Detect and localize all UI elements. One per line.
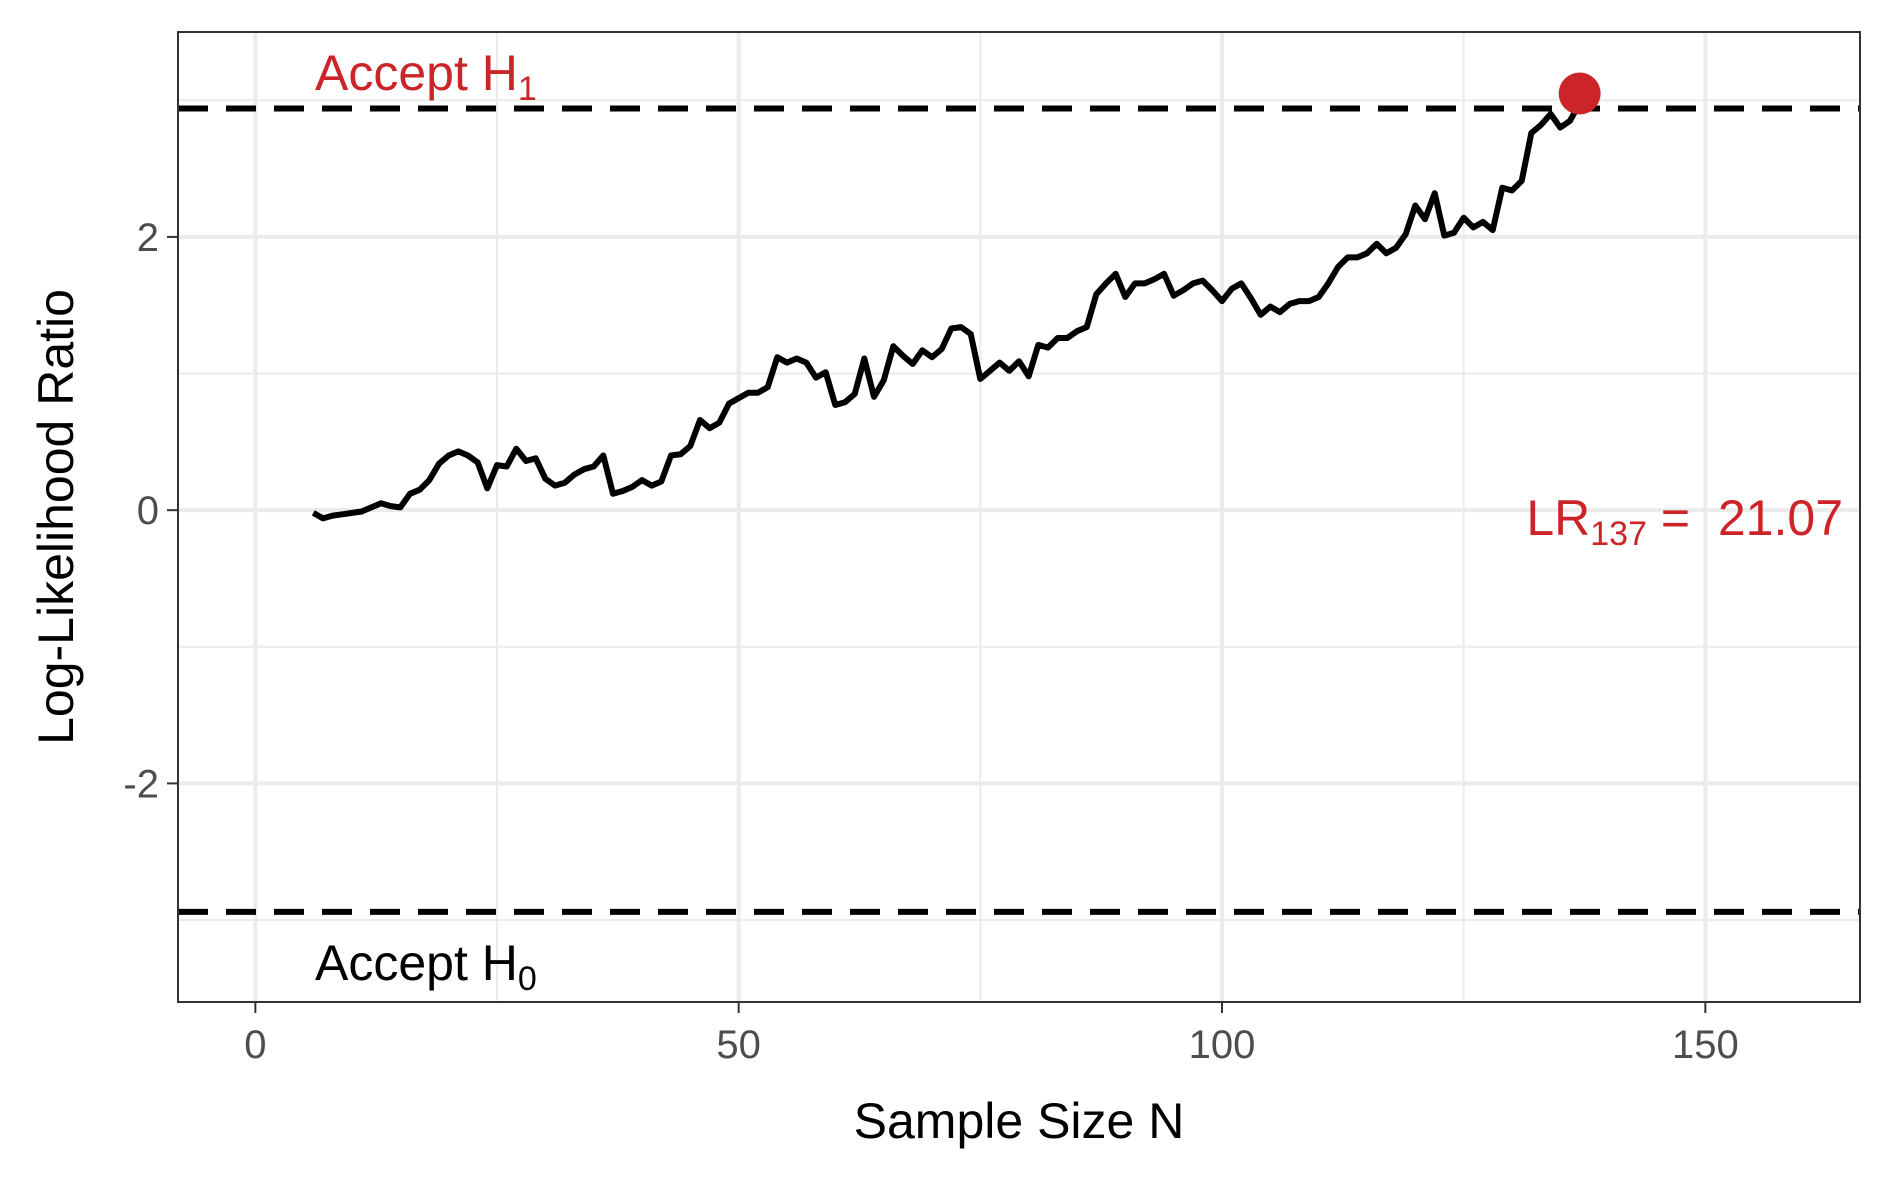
accept-h0-main: Accept H [315, 935, 518, 991]
stop-point [1558, 72, 1601, 115]
accept-h1-main: Accept H [315, 45, 518, 101]
lr-sub: 137 [1590, 515, 1647, 553]
y-tick-label: 2 [137, 216, 159, 260]
x-axis-title: Sample Size N [854, 1093, 1185, 1149]
lr-main: LR [1526, 490, 1590, 546]
x-axis-ticks: 0 50 100 150 [244, 1002, 1739, 1067]
accept-h0-sub: 0 [518, 960, 537, 998]
lr-annotation: LR137 = 21.07 [1526, 490, 1843, 553]
y-axis-ticks: -2 0 2 [123, 216, 178, 806]
llr-series-line [311, 101, 1583, 522]
series-layer [311, 101, 1583, 522]
x-tick-label: 0 [244, 1023, 266, 1067]
point-layer [1558, 72, 1601, 115]
lr-value: = 21.07 [1647, 490, 1843, 546]
plot-border [177, 31, 1861, 1003]
plot-panel [178, 32, 1860, 1002]
accept-h1-label: Accept H1 [315, 45, 537, 108]
y-tick-label: -2 [123, 762, 159, 806]
y-axis-title: Log-Likelihood Ratio [28, 289, 84, 745]
y-tick-label: 0 [137, 489, 159, 533]
x-tick-label: 50 [716, 1023, 761, 1067]
accept-h1-sub: 1 [518, 70, 537, 108]
major-gridlines [178, 32, 1860, 1002]
x-tick-label: 100 [1189, 1023, 1256, 1067]
accept-h0-label: Accept H0 [315, 935, 537, 998]
x-tick-label: 150 [1672, 1023, 1739, 1067]
